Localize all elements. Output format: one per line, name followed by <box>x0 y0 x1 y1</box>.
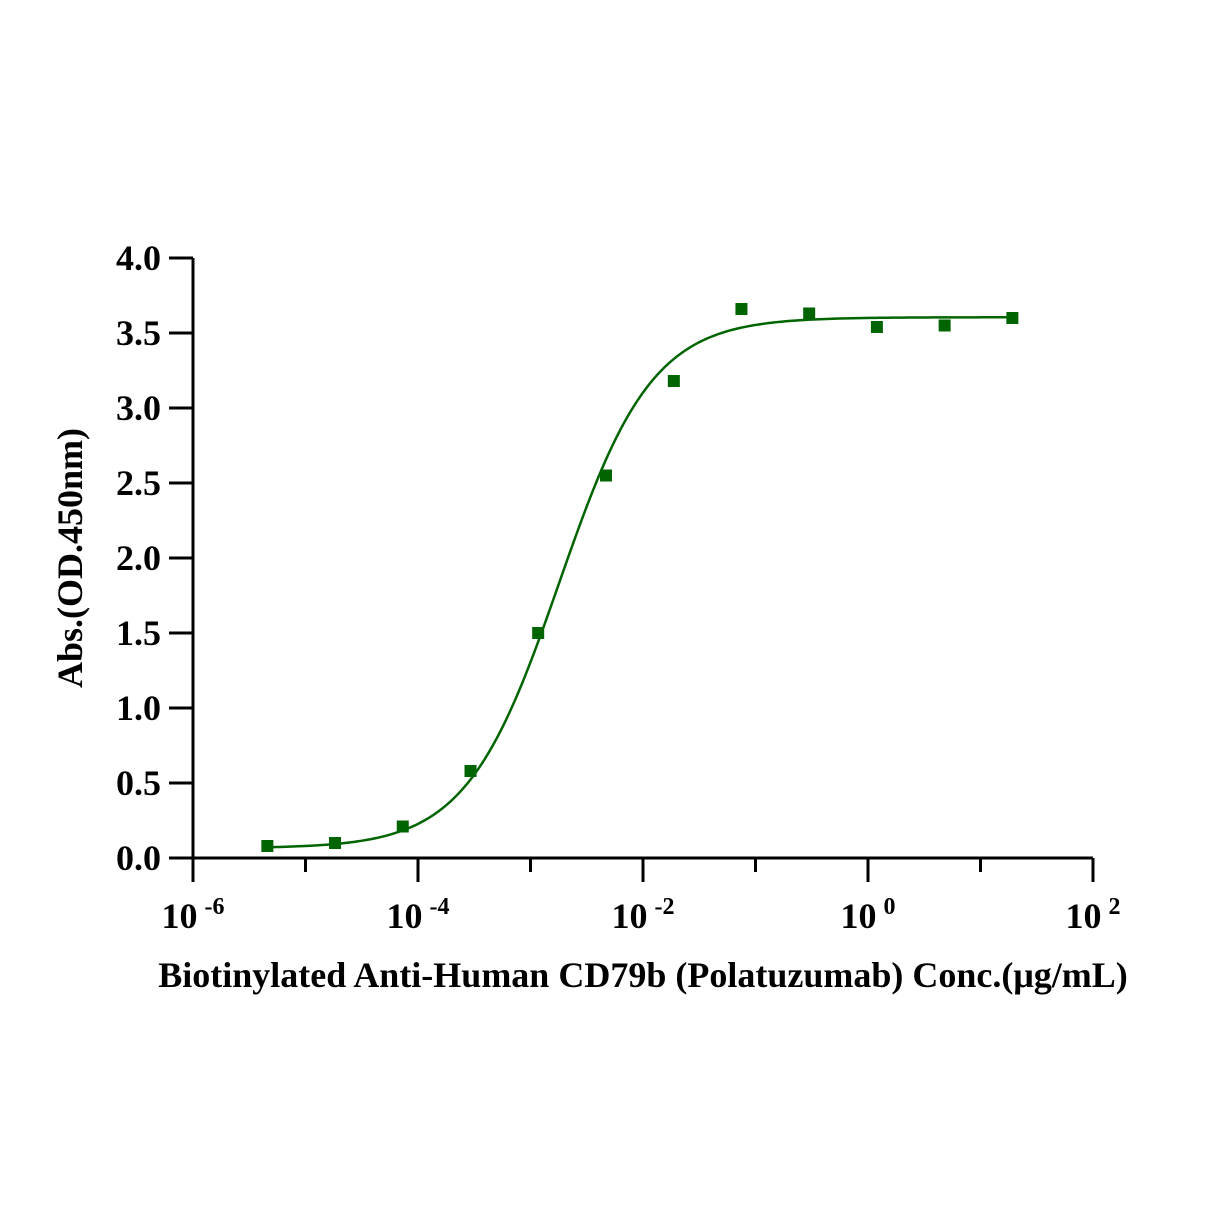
x-tick-base: 10 <box>841 896 877 936</box>
fit-curve <box>267 316 1013 849</box>
y-tick-label: 2.0 <box>116 538 161 578</box>
x-tick-base: 10 <box>1066 896 1102 936</box>
data-point <box>803 307 816 320</box>
axes <box>191 258 1093 860</box>
y-tick-label: 3.0 <box>116 388 161 428</box>
x-ticks: 10 -6 10 -4 10 -2 10 0 10 2 <box>162 858 1121 936</box>
y-tick-label: 0.0 <box>116 838 161 878</box>
y-tick-label: 4.0 <box>116 238 161 278</box>
data-point <box>396 820 409 833</box>
data-point <box>938 319 951 332</box>
x-tick-base: 10 <box>162 896 198 936</box>
data-point <box>667 375 680 387</box>
data-point <box>600 469 613 482</box>
x-tick-label: 10 0 <box>841 894 896 936</box>
x-tick-base: 10 <box>612 896 648 936</box>
x-tick-exponent: -6 <box>205 894 225 920</box>
y-tick-label: 0.5 <box>116 763 161 803</box>
x-tick-label: 10 2 <box>1066 894 1121 936</box>
x-tick-exponent: -4 <box>430 894 450 920</box>
x-tick-label: 10 -6 <box>162 894 225 936</box>
y-tick-label: 1.0 <box>116 688 161 728</box>
y-tick-label: 3.5 <box>116 313 161 353</box>
y-ticks: 0.0 0.5 1.0 1.5 2.0 2.5 3.0 3.5 4.0 <box>116 238 193 878</box>
data-points <box>261 303 1019 852</box>
y-tick-label: 2.5 <box>116 463 161 503</box>
data-point <box>329 837 342 849</box>
data-point <box>464 765 477 777</box>
x-tick-base: 10 <box>387 896 423 936</box>
x-tick-exponent: 0 <box>884 894 896 920</box>
data-point <box>532 627 545 639</box>
x-tick-exponent: 2 <box>1109 894 1121 920</box>
data-point <box>735 303 748 315</box>
data-point <box>870 321 883 333</box>
y-tick-label: 1.5 <box>116 613 161 653</box>
x-tick-label: 10 -4 <box>387 894 450 936</box>
data-point <box>261 840 274 852</box>
x-axis-title: Biotinylated Anti-Human CD79b (Polatuzum… <box>158 955 1127 995</box>
x-tick-label: 10 -2 <box>612 894 675 936</box>
x-tick-exponent: -2 <box>655 894 675 920</box>
y-axis-title: Abs.(OD.450nm) <box>50 428 90 688</box>
data-point <box>1006 312 1019 324</box>
